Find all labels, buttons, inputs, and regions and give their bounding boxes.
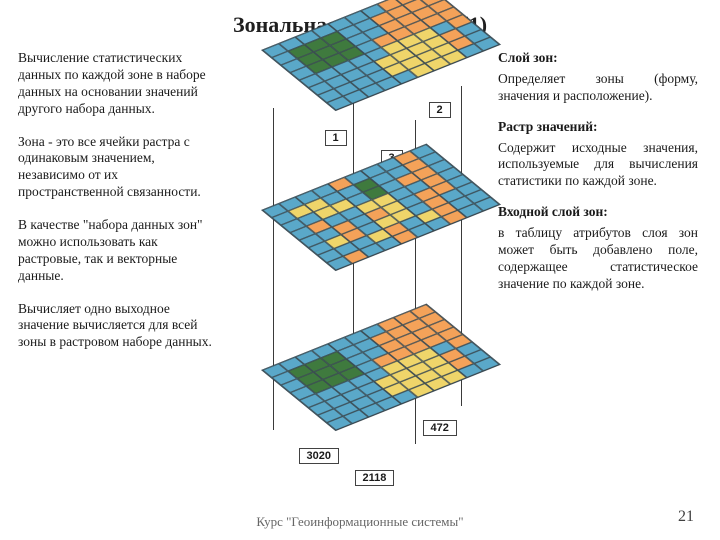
left-para: Вычисляет одно выходное значение вычисля…	[18, 301, 223, 352]
left-para: Зона - это все ячейки растра с одинаковы…	[18, 134, 223, 202]
zone-label: 3020	[299, 448, 339, 464]
zone-label: 1	[325, 130, 347, 146]
zone-label: 472	[423, 420, 457, 436]
footer: Курс "Геоинформационные системы"	[0, 514, 720, 530]
zone-label: 2118	[355, 470, 395, 486]
left-para: Вычисление статистических данных по кажд…	[18, 50, 223, 118]
slide-number: 21	[678, 508, 694, 526]
left-para: В качестве "набора данных зон" можно исп…	[18, 217, 223, 285]
connector-line	[273, 108, 274, 430]
content-columns: Вычисление статистических данных по кажд…	[18, 50, 702, 510]
diagram-area: 123 47230202118	[233, 50, 488, 510]
left-column: Вычисление статистических данных по кажд…	[18, 50, 223, 510]
layer-bot: 47230202118	[361, 370, 581, 500]
zone-label: 2	[429, 102, 451, 118]
